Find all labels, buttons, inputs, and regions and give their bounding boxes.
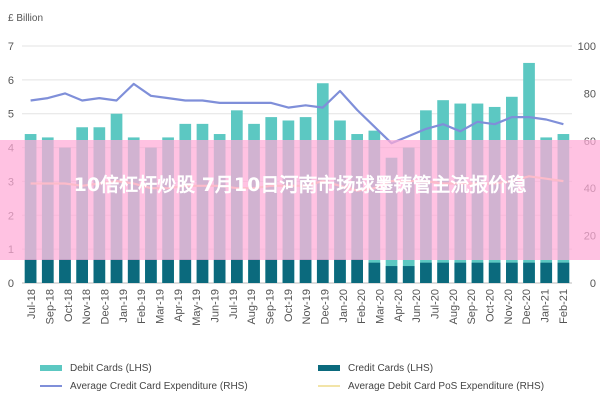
credit-bar <box>540 262 553 283</box>
credit-bar <box>402 266 415 283</box>
series-line <box>30 82 564 145</box>
x-tick-label: Jun-20 <box>411 289 423 323</box>
legend-avg-debit: Average Debit Card PoS Expenditure (RHS) <box>318 378 544 394</box>
credit-bar <box>488 262 501 283</box>
credit-bar <box>265 259 278 283</box>
x-tick-label: Mar-20 <box>375 289 387 324</box>
credit-bar <box>231 259 243 283</box>
credit-bar <box>248 259 260 283</box>
credit-bar <box>506 262 518 283</box>
x-tick-label: Dec-20 <box>521 289 533 324</box>
credit-bar <box>282 259 295 283</box>
left-tick-label: 5 <box>8 109 14 121</box>
credit-bar <box>316 259 329 283</box>
watermark-banner <box>0 140 600 260</box>
x-tick-label: Oct-19 <box>283 289 295 322</box>
x-tick-label: Feb-20 <box>356 289 368 324</box>
x-tick-label: Mar-19 <box>155 289 167 324</box>
x-tick-label: Apr-20 <box>393 289 405 322</box>
x-axis-ticks: Jul-18 Sep-18 Oct-18 Nov-18 Dec-18 Jan-19 Feb-… <box>26 289 570 326</box>
legend-label: Debit Cards (LHS) <box>70 362 152 374</box>
x-tick-label: Jan-19 <box>118 289 130 323</box>
legend-label: Average Debit Card PoS Expenditure (RHS) <box>348 380 545 392</box>
x-tick-label: Jan-21 <box>540 289 552 323</box>
credit-bar <box>420 262 432 283</box>
legend-credit-cards: Credit Cards (LHS) <box>318 360 433 376</box>
x-tick-label: Sep-18 <box>45 289 57 324</box>
credit-bar <box>557 262 570 283</box>
credit-bar <box>213 259 226 283</box>
left-tick-label: 6 <box>8 75 14 87</box>
x-tick-label: Sep-19 <box>265 289 277 324</box>
credit-bar <box>334 259 346 283</box>
x-tick-label: Dec-18 <box>100 289 112 324</box>
right-tick-label: 0 <box>590 278 596 290</box>
left-tick-label: 0 <box>8 278 14 290</box>
x-tick-label: Jun-19 <box>210 289 222 323</box>
credit-bar <box>110 259 123 283</box>
x-tick-label: Aug-19 <box>246 289 258 324</box>
left-axis-unit: £ Billion <box>8 13 43 24</box>
legend-avg-credit: Average Credit Card Expenditure (RHS) <box>40 378 248 394</box>
x-tick-label: Feb-19 <box>136 289 148 324</box>
banner-headline: 10倍杠杆炒股 7月10日河南市场球墨铸管主流报价稳 <box>73 174 527 196</box>
x-tick-label: Aug-20 <box>448 289 460 324</box>
credit-bar <box>179 259 192 283</box>
x-tick-label: Nov-20 <box>503 289 515 324</box>
x-tick-label: Jul-18 <box>26 289 38 319</box>
x-tick-label: Jul-19 <box>228 289 240 319</box>
x-tick-label: Oct-20 <box>485 289 497 322</box>
x-tick-label: Jul-20 <box>430 289 442 319</box>
credit-bar <box>127 259 140 283</box>
credit-bar <box>162 259 174 283</box>
credit-bar <box>437 262 449 283</box>
credit-bar <box>385 266 398 283</box>
x-tick-label: Apr-19 <box>173 289 185 322</box>
x-tick-label: Jan-20 <box>338 289 350 323</box>
credit-bar <box>523 262 535 283</box>
credit-bar <box>41 259 54 283</box>
credit-bar <box>196 259 209 283</box>
credit-bar <box>471 262 484 283</box>
credit-bar <box>351 259 363 283</box>
credit-bar <box>299 259 312 283</box>
credit-bar <box>368 262 381 283</box>
x-tick-label: Sep-20 <box>466 289 478 324</box>
legend-swatch-debit <box>40 365 62 371</box>
legend-line-avg-credit <box>40 385 62 387</box>
x-tick-label: Oct-18 <box>63 289 75 322</box>
legend-label: Average Credit Card Expenditure (RHS) <box>70 380 248 392</box>
credit-bar <box>93 259 106 283</box>
x-tick-label: Nov-19 <box>301 289 313 324</box>
right-tick-label: 80 <box>584 88 596 100</box>
x-tick-label: Feb-21 <box>558 289 570 324</box>
x-tick-label: May-19 <box>191 289 203 326</box>
legend-label: Credit Cards (LHS) <box>348 362 434 374</box>
credit-bar <box>145 259 157 283</box>
credit-bar <box>76 259 88 283</box>
legend-swatch-credit <box>318 365 340 371</box>
right-tick-label: 100 <box>578 41 596 53</box>
legend: Debit Cards (LHS) Credit Cards (LHS) Ave… <box>0 356 600 396</box>
x-tick-label: Dec-19 <box>320 289 332 324</box>
legend-line-avg-debit <box>318 385 340 387</box>
credit-bar <box>24 259 37 283</box>
x-tick-label: Nov-18 <box>81 289 93 324</box>
credit-bar <box>454 262 467 283</box>
credit-bar <box>59 259 71 283</box>
left-tick-label: 7 <box>8 41 14 53</box>
legend-debit-cards: Debit Cards (LHS) <box>40 360 152 376</box>
